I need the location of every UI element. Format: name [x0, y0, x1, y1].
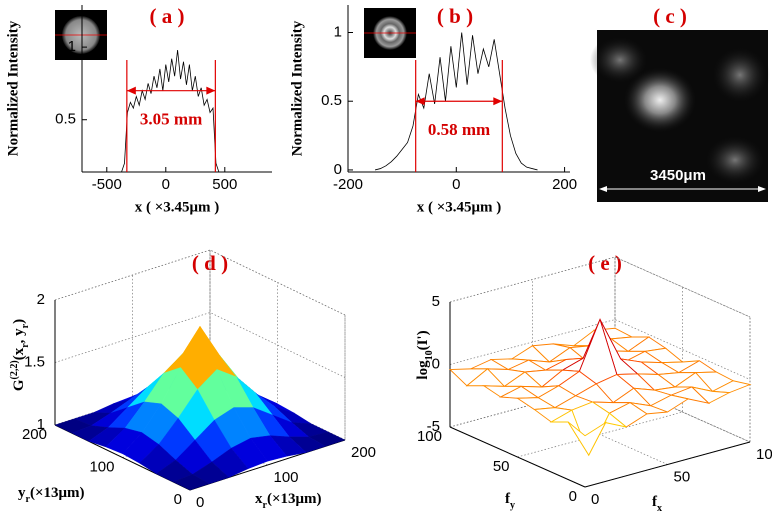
y-tick-label: 50 — [493, 458, 510, 475]
label-part: log — [415, 360, 431, 380]
speckle-image — [590, 30, 770, 202]
arrow-head — [206, 86, 216, 95]
arrow-head — [126, 86, 136, 95]
x-tick-label: 0 — [196, 494, 204, 511]
label-part: (2,2) — [9, 360, 20, 379]
label-part: (×13μm) — [267, 491, 322, 507]
width-annotation: 0.58 mm — [428, 120, 490, 139]
y-tick-label: 1 — [334, 23, 342, 40]
profile-line — [374, 32, 538, 171]
x-axis — [584, 441, 751, 488]
y-axis-label: Normalized Intensity — [5, 20, 21, 156]
label-part: (×13μm) — [30, 485, 85, 501]
panel-title: ( a ) — [150, 4, 185, 28]
x-tick-label: -500 — [92, 176, 122, 193]
label-part: (x — [11, 347, 27, 360]
profile-line — [118, 49, 220, 173]
z-tick-label: 2 — [37, 291, 45, 308]
x-tick-label: 200 — [351, 444, 376, 461]
x-axis-label: xr(×13μm) — [255, 491, 322, 510]
y-tick-label: 200 — [22, 426, 47, 443]
label-part: f — [505, 491, 511, 507]
z-tick-label: -5 — [427, 418, 440, 435]
y-tick-label: 0 — [334, 161, 342, 178]
panel-title: ( e ) — [588, 251, 622, 275]
label-part: x — [255, 491, 263, 507]
y-tick-label: 1 — [68, 38, 76, 55]
label-part: y — [18, 485, 26, 501]
grid-line — [122, 282, 278, 458]
z-axis-label: log10(I') — [415, 330, 434, 379]
x-tick-label: 0 — [162, 176, 170, 193]
z-tick-label: 1 — [37, 416, 45, 433]
label-part: f — [652, 494, 658, 510]
grid-line — [54, 250, 211, 426]
grid-line — [517, 287, 683, 458]
x-tick-label: -200 — [333, 176, 363, 193]
grid-line — [449, 256, 751, 318]
label-part: , y — [11, 328, 27, 344]
x-tick-label: 500 — [212, 176, 237, 193]
y-tick-label: 0 — [569, 488, 577, 505]
panel-title: ( b ) — [437, 4, 473, 28]
label-part: r — [263, 500, 268, 511]
z-axis-label: G(2,2)(xr, yr) — [9, 319, 31, 391]
arrow-head — [493, 97, 503, 106]
y-tick-label: 100 — [89, 458, 114, 475]
grid-line — [54, 312, 346, 378]
z-tick-label: 0 — [432, 355, 440, 372]
label-part: x — [657, 503, 662, 514]
label-part: r — [20, 343, 31, 348]
x-axis-label: fx — [652, 494, 662, 513]
width-annotation: 3.05 mm — [140, 110, 202, 129]
y-axis-label: yr(×13μm) — [18, 485, 85, 504]
surface-patch — [567, 421, 607, 457]
panel-title: ( c ) — [653, 4, 687, 28]
grid-line — [54, 249, 346, 316]
y-tick-label: 100 — [417, 428, 442, 445]
surface-patch — [172, 474, 210, 491]
x-tick-label: 0 — [591, 491, 599, 508]
x-tick-label: 0 — [452, 176, 460, 193]
y-axis — [449, 426, 586, 488]
x-tick-label: 100 — [274, 469, 299, 486]
x-tick-label: 50 — [674, 468, 691, 485]
z-tick-label: 1.5 — [24, 353, 45, 370]
x-axis-label: x ( ×3.45μm ) — [135, 199, 220, 215]
z-tick-label: 5 — [432, 293, 440, 310]
y-axis-label: fy — [505, 491, 515, 510]
scale-label: 3450μm — [650, 167, 706, 184]
y-axis-label: Normalized Intensity — [289, 20, 305, 156]
inset-image — [364, 8, 416, 58]
label-part: r — [20, 323, 31, 328]
x-tick-label: 100 — [756, 446, 772, 463]
label-part: 10 — [424, 350, 435, 360]
label-part: ) — [11, 319, 27, 324]
inset-image — [55, 10, 107, 60]
arrow-head — [415, 97, 425, 106]
y-tick-label: 0.5 — [321, 92, 342, 109]
x-tick-label: 200 — [552, 176, 577, 193]
grid-line — [449, 319, 751, 380]
label-part: r — [26, 494, 31, 505]
y-tick-label: 0 — [174, 491, 182, 508]
label-part: y — [510, 500, 515, 511]
label-part: (I') — [415, 330, 431, 350]
grid-line — [189, 315, 346, 491]
label-part: G — [11, 379, 27, 391]
y-tick-label: 0.5 — [55, 111, 76, 128]
grid-line — [449, 257, 616, 428]
x-axis-label: x ( ×3.45μm ) — [417, 199, 502, 215]
